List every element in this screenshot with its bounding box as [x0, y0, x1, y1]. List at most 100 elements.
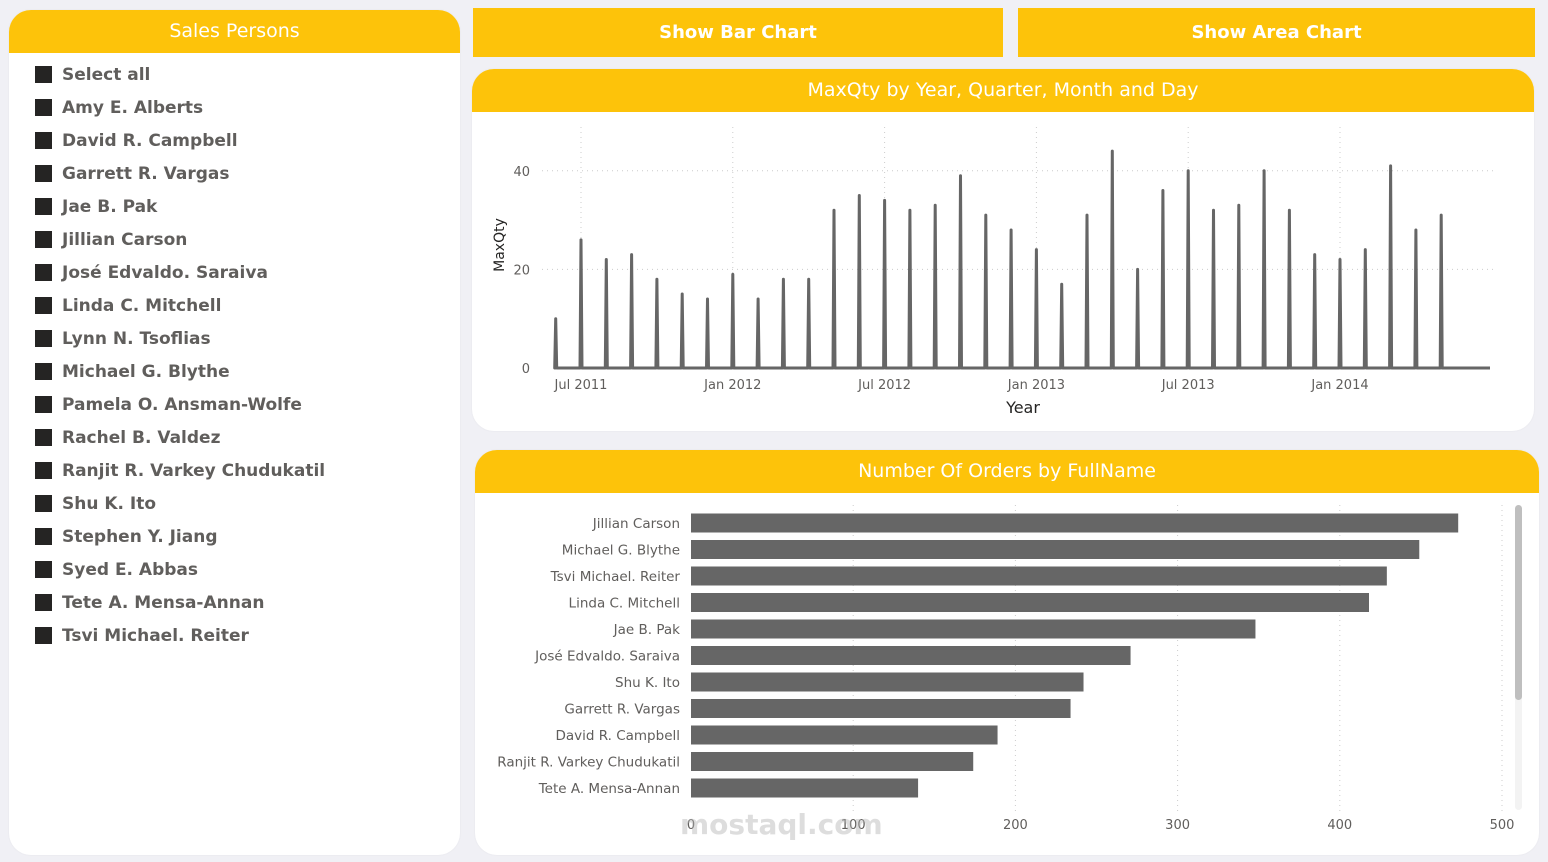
checkbox[interactable]	[35, 165, 52, 182]
category-label: Ranjit R. Varkey Chudukatil	[497, 755, 680, 771]
slicer-item-label: Lynn N. Tsoflias	[62, 328, 211, 349]
y-tick-label: 0	[522, 362, 530, 377]
category-label: Tete A. Mensa-Annan	[538, 781, 680, 797]
slicer-item-label: José Edvaldo. Saraiva	[62, 262, 268, 283]
slicer-item[interactable]: Pamela O. Ansman-Wolfe	[35, 388, 325, 421]
bar-chart-title: Number Of Orders by FullName	[475, 450, 1539, 493]
slicer-item-label: Jae B. Pak	[62, 196, 158, 217]
bar	[691, 778, 919, 798]
checkbox[interactable]	[35, 363, 52, 380]
category-label: Linda C. Mitchell	[569, 596, 680, 612]
show-area-chart-button[interactable]: Show Area Chart	[1018, 8, 1535, 57]
checkbox[interactable]	[35, 594, 52, 611]
bar	[691, 672, 1084, 692]
slicer-item-label: Garrett R. Vargas	[62, 163, 230, 184]
checkbox[interactable]	[35, 495, 52, 512]
bar-chart-svg: 0 100 200 300 400 500 Jillian Carson Michael G.…	[497, 505, 1515, 833]
bar	[691, 540, 1420, 559]
x-tick-label: 500	[1490, 818, 1515, 833]
y-axis-title: MaxQty	[492, 218, 508, 272]
checkbox[interactable]	[35, 627, 52, 644]
checkbox[interactable]	[35, 297, 52, 314]
slicer-item-label: Tsvi Michael. Reiter	[62, 625, 249, 646]
bar-chart-scrollbar[interactable]	[1515, 505, 1522, 810]
slicer-item[interactable]: Shu K. Ito	[35, 487, 325, 520]
x-tick-label: 300	[1165, 818, 1190, 833]
x-tick-label: 100	[841, 818, 866, 833]
bar	[691, 699, 1071, 718]
slicer-item[interactable]: Amy E. Alberts	[35, 91, 325, 124]
sales-persons-slicer: Sales Persons Select all Amy E. Alberts Da…	[9, 10, 460, 855]
slicer-item[interactable]: Select all	[35, 58, 325, 91]
slicer-item-label: Pamela O. Ansman-Wolfe	[62, 394, 302, 415]
category-label: Jae B. Pak	[613, 622, 681, 638]
slicer-item-label: Rachel B. Valdez	[62, 427, 221, 448]
show-bar-chart-button[interactable]: Show Bar Chart	[473, 8, 1003, 57]
category-label: José Edvaldo. Saraiva	[534, 649, 680, 665]
checkbox[interactable]	[35, 198, 52, 215]
slicer-item[interactable]: Jae B. Pak	[35, 190, 325, 223]
x-tick-label: Jan 2013	[1007, 378, 1065, 393]
checkbox[interactable]	[35, 132, 52, 149]
x-axis-title: Year	[1005, 398, 1040, 417]
checkbox[interactable]	[35, 528, 52, 545]
bar	[691, 566, 1387, 586]
slicer-item[interactable]: Michael G. Blythe	[35, 355, 325, 388]
category-label: Shu K. Ito	[615, 675, 680, 691]
scrollbar-thumb[interactable]	[1515, 505, 1522, 700]
maxqty-line	[553, 149, 1490, 370]
slicer-item[interactable]: Linda C. Mitchell	[35, 289, 325, 322]
slicer-item[interactable]: Syed E. Abbas	[35, 553, 325, 586]
slicer-item[interactable]: Tsvi Michael. Reiter	[35, 619, 325, 652]
category-label: Michael G. Blythe	[562, 543, 680, 559]
slicer-item-label: Linda C. Mitchell	[62, 295, 222, 316]
bar	[691, 619, 1256, 639]
slicer-item-label: Amy E. Alberts	[62, 97, 204, 118]
x-tick-label: Jul 2012	[857, 378, 911, 393]
slicer-item[interactable]: Garrett R. Vargas	[35, 157, 325, 190]
x-tick-label: Jul 2011	[554, 378, 608, 393]
x-tick-label: 400	[1327, 818, 1352, 833]
checkbox[interactable]	[35, 99, 52, 116]
slicer-item-label: Stephen Y. Jiang	[62, 526, 218, 547]
slicer-item-label: Select all	[62, 64, 151, 85]
category-label: David R. Campbell	[555, 728, 680, 744]
slicer-item-label: Tete A. Mensa-Annan	[62, 592, 265, 613]
slicer-item[interactable]: Stephen Y. Jiang	[35, 520, 325, 553]
category-label: Garrett R. Vargas	[564, 702, 680, 718]
checkbox[interactable]	[35, 66, 52, 83]
checkbox[interactable]	[35, 264, 52, 281]
line-chart-svg: 0 20 40 Jul 2011 Jan 2012 Jul 2012 Jan 2013 Jul…	[492, 127, 1497, 417]
line-chart-title: MaxQty by Year, Quarter, Month and Day	[472, 69, 1534, 112]
bar	[691, 593, 1369, 612]
slicer-item-label: Jillian Carson	[62, 229, 188, 250]
slicer-item[interactable]: Ranjit R. Varkey Chudukatil	[35, 454, 325, 487]
orders-bar-chart: Number Of Orders by FullName 0 100 200 300 4…	[475, 450, 1539, 855]
y-tick-label: 20	[513, 263, 530, 278]
checkbox[interactable]	[35, 396, 52, 413]
slicer-item-label: Ranjit R. Varkey Chudukatil	[62, 460, 326, 481]
slicer-item[interactable]: Rachel B. Valdez	[35, 421, 325, 454]
slicer-item-label: David R. Campbell	[62, 130, 238, 151]
x-tick-label: Jul 2013	[1161, 378, 1215, 393]
slicer-item-label: Michael G. Blythe	[62, 361, 230, 382]
category-label: Tsvi Michael. Reiter	[550, 569, 681, 585]
x-tick-label: Jan 2014	[1310, 378, 1368, 393]
bar	[691, 646, 1131, 665]
x-tick-label: 200	[1003, 818, 1028, 833]
slicer-item[interactable]: Lynn N. Tsoflias	[35, 322, 325, 355]
checkbox[interactable]	[35, 231, 52, 248]
checkbox[interactable]	[35, 561, 52, 578]
checkbox[interactable]	[35, 462, 52, 479]
maxqty-line-chart: MaxQty by Year, Quarter, Month and Day 0…	[472, 69, 1534, 431]
x-tick-label: 0	[687, 818, 695, 833]
slicer-item[interactable]: David R. Campbell	[35, 124, 325, 157]
slicer-item[interactable]: José Edvaldo. Saraiva	[35, 256, 325, 289]
slicer-item[interactable]: Tete A. Mensa-Annan	[35, 586, 325, 619]
slicer-title: Sales Persons	[9, 10, 460, 53]
slicer-item[interactable]: Jillian Carson	[35, 223, 325, 256]
slicer-item-label: Shu K. Ito	[62, 493, 157, 514]
checkbox[interactable]	[35, 429, 52, 446]
checkbox[interactable]	[35, 330, 52, 347]
y-tick-label: 40	[513, 165, 530, 180]
